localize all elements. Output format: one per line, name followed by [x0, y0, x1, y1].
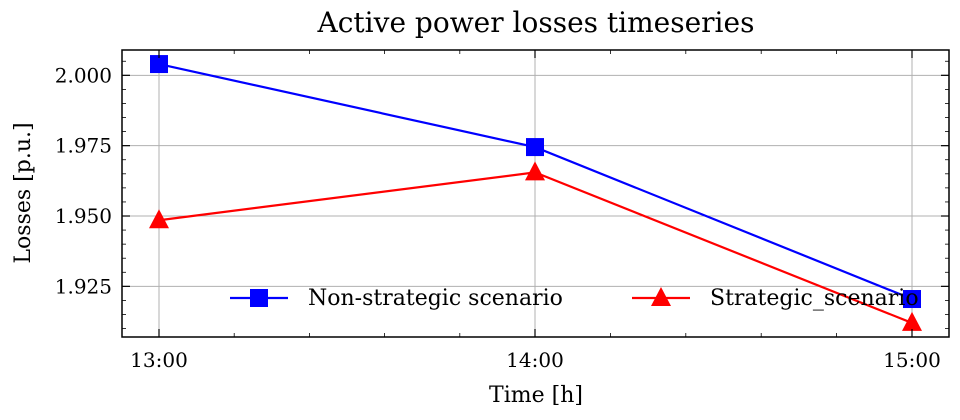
legend-label: Strategic_scenario	[710, 286, 919, 311]
data-point	[902, 311, 922, 331]
x-tick-label: 15:00	[883, 348, 941, 372]
y-tick-labels: 1.925 1.950 1.975 2.000	[55, 63, 112, 298]
x-tick-labels: 13:00 14:00 15:00	[130, 348, 941, 372]
legend-marker	[250, 289, 268, 307]
plot-frame	[121, 49, 950, 338]
data-point	[525, 161, 545, 181]
y-tick-label: 1.925	[55, 274, 112, 298]
data-point	[149, 209, 169, 229]
x-axis-label: Time [h]	[489, 383, 583, 408]
legend: Non-strategic scenario Strategic_scenario	[230, 286, 919, 311]
chart-title: Active power losses timeseries	[317, 6, 755, 39]
y-tick-label: 2.000	[55, 63, 112, 87]
data-point	[150, 55, 168, 74]
data-point	[903, 290, 921, 309]
x-tick-label: 14:00	[506, 348, 564, 372]
data-point	[526, 138, 544, 157]
x-tick-label: 13:00	[130, 348, 188, 372]
series-layer	[149, 55, 922, 331]
y-tick-label: 1.975	[55, 134, 112, 158]
y-axis-label: Losses [p.u.]	[11, 122, 36, 263]
legend-label: Non-strategic scenario	[308, 286, 563, 311]
y-tick-label: 1.950	[55, 204, 112, 228]
legend-marker	[651, 287, 671, 306]
